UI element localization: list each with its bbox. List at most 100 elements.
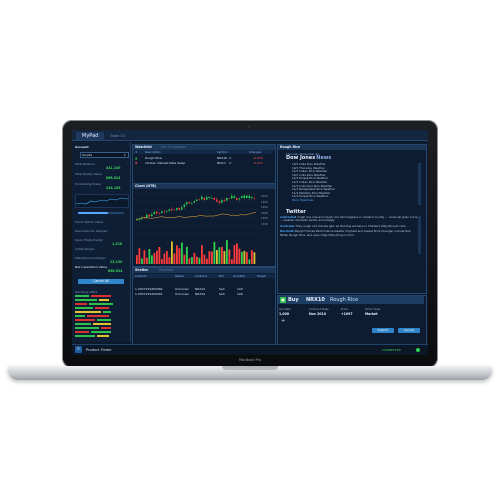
col-status[interactable]: Status: [175, 274, 184, 278]
headline[interactable]: 11/1 Indochina Rice Weather: [292, 183, 333, 188]
tweet[interactable]: ricetrade They rough rice futures gain a…: [280, 223, 418, 228]
col-contract[interactable]: Contract: [195, 274, 208, 278]
candle-body: [201, 196, 203, 200]
candle-body: [178, 207, 181, 210]
account-select[interactable]: Sandia: [80, 152, 129, 158]
quantity-input[interactable]: 1,000: [279, 312, 290, 316]
candle-body: [243, 195, 246, 198]
tweet-user[interactable]: Rurchaik: [280, 229, 294, 234]
candle-body: [168, 209, 171, 211]
candle-body: [216, 199, 218, 202]
price-chart[interactable]: [134, 190, 258, 264]
headline[interactable]: 11/1 Punjab Rice Weather: [292, 194, 329, 199]
tweet[interactable]: Rurchaik Rough Futures Performance weake…: [280, 229, 418, 237]
shelter-row[interactable]: [133, 282, 273, 286]
product-finder-icon[interactable]: ⌕: [75, 346, 82, 353]
col-quantity[interactable]: Quantity: [233, 274, 246, 278]
volume-bar: [218, 247, 221, 264]
tab-mypad[interactable]: MyPad: [76, 132, 105, 140]
tweet-scrollbar[interactable]: [418, 216, 421, 254]
status-dot-icon: [416, 348, 420, 352]
candle-body: [188, 202, 191, 204]
tweet-user[interactable]: realrocket: [280, 215, 297, 219]
headline[interactable]: 10/1 Thursday Weather: [292, 165, 325, 170]
watchlist-header: Watchlist Iron Crumbsger: [133, 145, 275, 150]
candle-body: [218, 201, 221, 203]
news-header: Rough Rice: [278, 145, 426, 150]
cell-status: Unknown: [175, 292, 189, 296]
candle-body: [173, 209, 176, 211]
headline[interactable]: 10/1 India Rice Weather: [292, 172, 326, 177]
watchlist-row[interactable]: ▼ 10-Year Interest Rate Swap NIS11 ⇄ -0.…: [133, 161, 273, 165]
shelter-header: Shelter Positions: [133, 268, 275, 273]
col-description[interactable]: Description: [145, 150, 161, 154]
exposure-fill: [78, 212, 108, 214]
chevron-down-icon[interactable]: ▾: [124, 153, 126, 157]
laptop-notch: [222, 366, 278, 370]
headline[interactable]: 11/1 Pakistan Rice Weather: [292, 190, 331, 195]
watchlist-columns: ↕ Description Symbol Changes: [133, 150, 273, 154]
cancel-all-button[interactable]: Cancel All: [78, 279, 124, 284]
volume-bar: [163, 253, 166, 264]
side-label: Short Option Value: [75, 220, 104, 224]
volume-bar: [156, 250, 158, 264]
headline[interactable]: 11/1 Punjab Rice Weather: [292, 176, 329, 181]
row-symbol: NIS11: [217, 161, 226, 165]
candle-body: [221, 200, 223, 203]
contract-date-select[interactable]: Nov 2010: [309, 312, 326, 316]
price-label: 1360: [261, 217, 268, 220]
row-description: 10-Year Interest Rate Swap: [145, 161, 186, 165]
candle-body: [161, 211, 163, 214]
headline[interactable]: 11/1 Indian Rice Weather: [292, 169, 328, 174]
headline-scrollbar[interactable]: [418, 163, 421, 205]
volume-bar: [248, 259, 251, 264]
chart-icon[interactable]: ⇄: [229, 161, 232, 165]
headline[interactable]: 11/1 Bangladesh Rice Weather: [292, 187, 336, 192]
shelter-row[interactable]: 1.2007159450082 Unknown NRX10 Sell 100: [133, 287, 273, 291]
submit-button[interactable]: Submit: [372, 328, 394, 333]
chart-title: Chart (NTB): [135, 184, 157, 188]
order-type-select[interactable]: Market: [365, 312, 378, 316]
cell-qty: 100: [237, 292, 243, 296]
add-icon[interactable]: +: [281, 318, 286, 324]
volume-bar: [158, 246, 161, 264]
volume-bar: [166, 250, 168, 264]
side-label: Open Trade Equity: [75, 238, 103, 242]
col-bs[interactable]: B/S: [219, 274, 224, 278]
watchlist-ghost-tab[interactable]: Iron Crumbsger: [160, 145, 186, 149]
price-label: 1340: [261, 222, 268, 226]
chart-icon[interactable]: ⇄: [229, 156, 232, 160]
news-panel: Rough Rice Thursday November 04 Dow Jone…: [277, 144, 427, 294]
price-input[interactable]: +1097: [341, 312, 353, 316]
shelter-row[interactable]: 1.2007159450001 Unknown NRX10 Sell 100: [133, 292, 273, 296]
tweet[interactable]: realrocket rough rice cow and rough rice…: [280, 215, 418, 223]
watchlist-row[interactable]: ▲ Rough Rice NRX10 ⇄ -0.025: [133, 156, 273, 160]
volume-bar: [251, 250, 253, 264]
stat-label: Total Equity Value: [75, 172, 102, 176]
shelter-ghost-tab[interactable]: Positions: [159, 268, 174, 272]
tab-trade[interactable]: Trade 10: [110, 134, 125, 138]
row-symbol: NRX10: [217, 156, 228, 160]
volume-bar: [141, 258, 143, 264]
col-trade-id[interactable]: Trade ID: [135, 274, 147, 278]
tweet-list: realrocket rough rice cow and rough rice…: [280, 215, 418, 237]
trade-action[interactable]: Buy: [288, 297, 299, 303]
candle-body: [163, 211, 166, 212]
headline[interactable]: 11/1 Indian Rice Weather: [292, 179, 328, 184]
col-changes[interactable]: Changes: [249, 150, 262, 154]
col-target[interactable]: Target: [257, 274, 266, 278]
cancel-button[interactable]: Cancel: [398, 328, 420, 333]
tweet-user[interactable]: ricetrade: [280, 223, 295, 228]
candle-body: [233, 196, 236, 198]
news-title: Rough Rice: [280, 145, 301, 149]
col-symbol[interactable]: Symbol: [217, 150, 228, 154]
volume-bar: [231, 259, 233, 264]
field-label: Contract Date: [309, 307, 329, 311]
more-headlines-link[interactable]: More Headlines: [292, 197, 314, 202]
headline[interactable]: 10/1 India Rice Weather: [292, 162, 326, 166]
product-finder-label[interactable]: Product Finder: [86, 348, 112, 352]
volume-bar: [148, 248, 151, 264]
field-label: Order Type: [365, 307, 381, 311]
field-label: Price: [341, 307, 348, 311]
side-label: Securities On Deposit: [75, 229, 108, 233]
